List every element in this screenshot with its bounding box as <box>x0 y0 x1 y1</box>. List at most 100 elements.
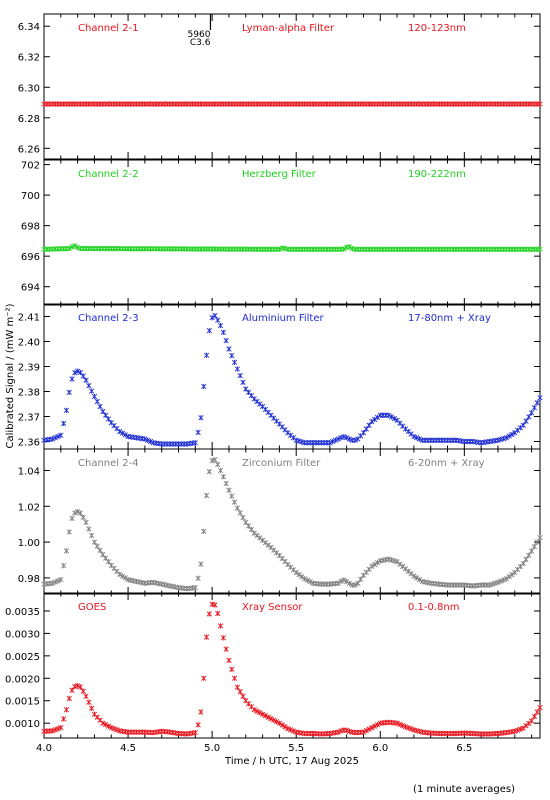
data-point <box>192 440 198 446</box>
data-point <box>220 635 226 641</box>
data-point <box>231 675 238 681</box>
x-tick-label: 5.5 <box>288 743 304 754</box>
data-point <box>369 418 375 425</box>
data-point <box>358 576 364 582</box>
data-point <box>372 561 378 568</box>
data-point <box>537 534 543 541</box>
data-point <box>145 437 151 443</box>
data-point <box>234 505 240 511</box>
data-point <box>105 559 112 565</box>
data-point <box>77 510 84 516</box>
panel-filter-label: Herzberg Filter <box>242 169 317 180</box>
data-point <box>414 575 420 581</box>
data-point <box>506 433 512 439</box>
data-point <box>299 574 305 580</box>
data-point <box>276 246 283 252</box>
data-point <box>363 426 369 432</box>
data-point <box>103 412 109 418</box>
data-point <box>63 407 70 414</box>
data-point <box>335 729 341 735</box>
data-point <box>100 551 106 558</box>
x-tick-label: 4.0 <box>36 743 52 754</box>
data-point <box>114 727 120 733</box>
data-point <box>217 323 224 329</box>
data-point <box>374 560 381 566</box>
data-point <box>203 352 210 358</box>
data-point <box>111 726 117 732</box>
data-point <box>304 577 311 583</box>
data-point <box>495 579 501 585</box>
data-point <box>391 415 397 422</box>
data-point <box>220 329 226 335</box>
y-tick-label: 1.00 <box>18 538 40 549</box>
panel-band-label: 120-123nm <box>408 23 466 34</box>
data-point <box>69 515 75 522</box>
footer-note: (1 minute averages) <box>413 784 515 795</box>
y-tick-label: 694 <box>21 283 40 294</box>
data-point <box>122 575 128 581</box>
data-point <box>223 338 229 344</box>
data-point <box>285 725 291 732</box>
data-point <box>198 709 204 715</box>
data-point <box>240 379 246 385</box>
y-tick-label: 2.36 <box>18 438 40 449</box>
y-tick-label: 6.30 <box>18 83 40 94</box>
data-point <box>201 675 207 681</box>
y-tick-label: 0.0015 <box>5 697 40 708</box>
y-tick-label: 6.28 <box>18 114 40 125</box>
data-point <box>234 366 240 372</box>
data-point <box>531 405 538 411</box>
data-point <box>100 408 106 415</box>
data-point <box>83 377 89 383</box>
data-point <box>217 467 224 474</box>
data-point <box>66 695 72 702</box>
data-point <box>394 720 400 726</box>
data-point <box>363 728 369 734</box>
data-point <box>282 724 288 730</box>
data-point <box>520 422 526 428</box>
data-point <box>386 412 392 418</box>
data-point <box>94 398 100 405</box>
data-point <box>526 552 532 558</box>
data-point <box>537 246 543 252</box>
data-point <box>206 328 212 334</box>
data-point <box>52 579 58 585</box>
data-point <box>215 461 221 468</box>
data-point <box>86 699 92 705</box>
data-point <box>226 487 232 493</box>
data-point <box>60 716 67 722</box>
data-point <box>77 369 84 376</box>
data-point <box>195 575 201 581</box>
data-point <box>52 435 58 441</box>
data-point <box>271 717 277 723</box>
data-point <box>372 416 378 423</box>
data-point <box>338 578 344 584</box>
panel-band-label: 6-20nm + Xray <box>408 458 485 469</box>
y-tick-label: 0.0025 <box>5 652 40 663</box>
data-point <box>237 510 243 516</box>
data-point <box>220 474 226 480</box>
data-point <box>226 346 232 352</box>
data-point <box>86 383 92 389</box>
data-point <box>80 688 86 694</box>
data-point <box>52 727 58 733</box>
data-point <box>346 436 353 442</box>
data-point <box>498 578 504 584</box>
data-point <box>416 577 423 583</box>
data-point <box>55 726 61 732</box>
data-point <box>237 689 243 695</box>
data-point <box>335 436 341 442</box>
panel-channel-label: GOES <box>78 602 106 613</box>
data-point <box>80 373 86 379</box>
y-tick-label: 0.0020 <box>5 674 40 685</box>
data-point <box>509 571 515 578</box>
data-point <box>248 526 254 533</box>
data-point <box>360 729 367 735</box>
data-point <box>265 714 271 720</box>
data-point <box>215 317 221 323</box>
y-tick-label: 696 <box>21 252 40 263</box>
y-tick-label: 698 <box>21 222 40 233</box>
data-point <box>103 722 109 728</box>
data-point <box>517 726 524 732</box>
data-point <box>89 388 95 394</box>
